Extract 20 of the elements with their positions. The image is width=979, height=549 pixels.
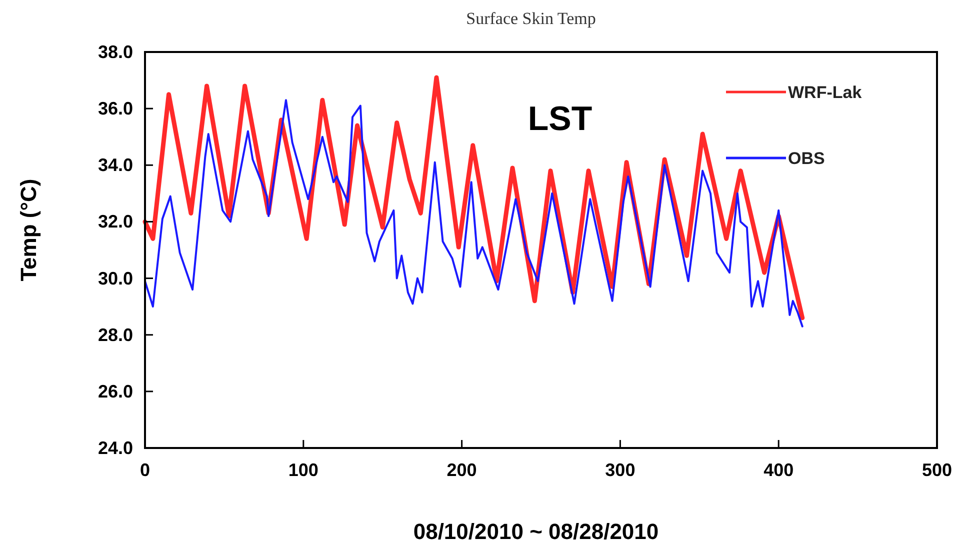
y-tick-label: 32.0 bbox=[98, 212, 133, 232]
x-tick-label: 200 bbox=[446, 460, 477, 480]
y-tick-label: 38.0 bbox=[98, 42, 133, 62]
y-tick-label: 28.0 bbox=[98, 324, 133, 345]
legend-label: WRF-Lak bbox=[788, 83, 862, 102]
y-tick-label: 26.0 bbox=[98, 381, 133, 402]
annotation: LST bbox=[528, 100, 592, 138]
y-tick-label: 34.0 bbox=[98, 155, 133, 176]
y-tick-label: 24.0 bbox=[98, 438, 133, 458]
x-axis-title: 08/10/2010 ~ 08/28/2010 bbox=[413, 519, 659, 544]
chart-title: Surface Skin Temp bbox=[466, 9, 596, 28]
x-tick-label: 500 bbox=[922, 460, 952, 480]
x-tick-label: 100 bbox=[288, 460, 318, 480]
x-tick-label: 300 bbox=[605, 460, 636, 480]
y-tick-label: 36.0 bbox=[98, 98, 133, 119]
y-axis-title: Temp (°C) bbox=[16, 178, 41, 282]
y-tick-label: 30.0 bbox=[98, 268, 133, 288]
x-tick-label: 400 bbox=[764, 460, 794, 480]
x-tick-label: 0 bbox=[140, 460, 150, 480]
legend-label: OBS bbox=[788, 149, 825, 168]
